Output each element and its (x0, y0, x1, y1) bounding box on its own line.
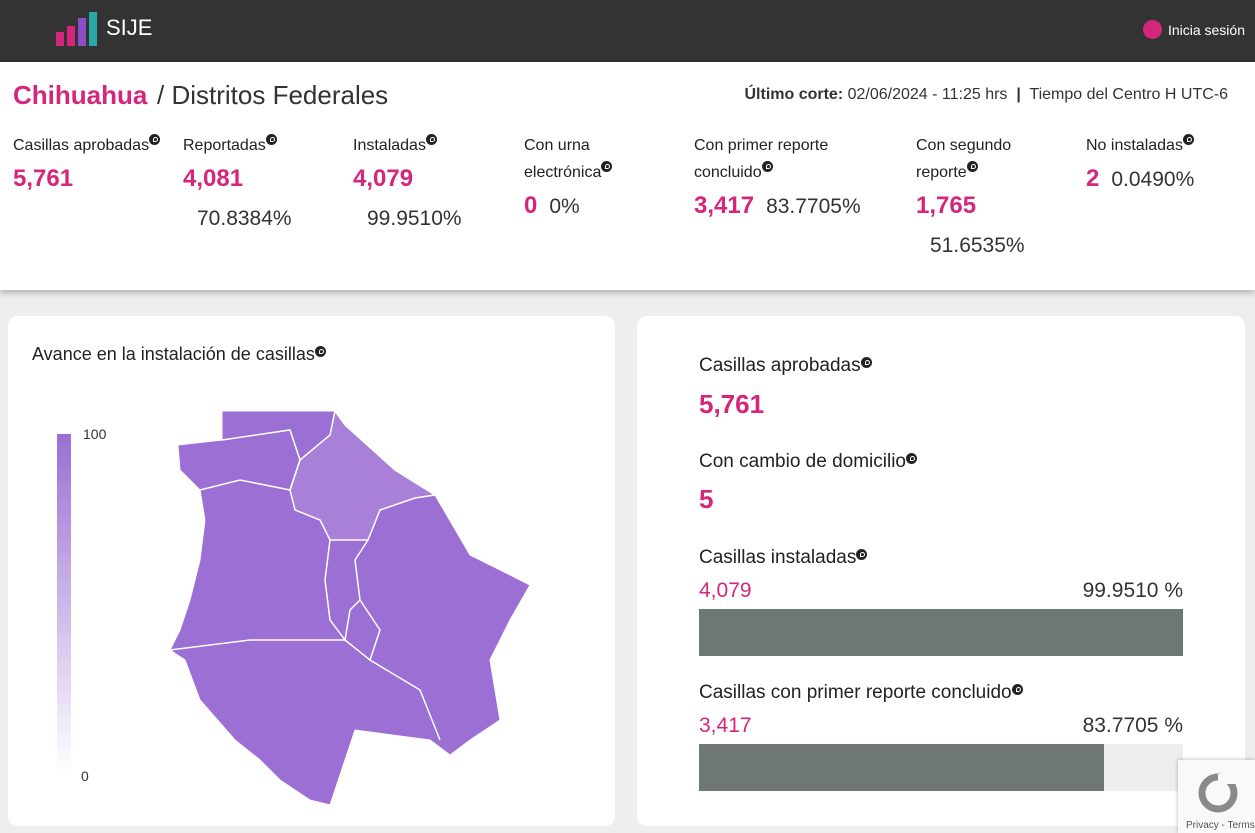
help-icon[interactable] (761, 161, 773, 172)
map: 100 0 (57, 409, 531, 806)
stat-value: 0 (524, 192, 538, 219)
installed-value: 4,079 (699, 579, 752, 602)
login-text: Inicia sesión (1167, 21, 1245, 38)
stat-percent: 51.6535% (930, 234, 1025, 257)
stat-value: 2 (1086, 165, 1100, 192)
separator: | (1016, 86, 1021, 103)
color-scale (57, 434, 71, 774)
help-icon[interactable] (425, 134, 437, 145)
stat-percent: 0% (549, 195, 580, 218)
stat-label: Con urna electrónica (524, 132, 634, 186)
installed-label: Casillas instaladas (699, 547, 868, 569)
stat-value: 5,761 (13, 165, 74, 192)
moved-value: 5 (699, 484, 714, 514)
cut-value: 02/06/2024 - 11:25 hrs (847, 86, 1008, 103)
summary-band (0, 62, 1255, 290)
stat-column: Con urna electrónica 0 0% (524, 132, 634, 222)
stat-label: Instaladas (353, 132, 478, 159)
progress-bar (699, 609, 1183, 656)
first-report-label: Casillas con primer reporte concluido (699, 682, 1023, 704)
districts (169, 409, 531, 806)
section-name: / Distritos Federales (157, 80, 389, 110)
stat-values: 4,079 99.9510% (353, 165, 478, 232)
help-icon[interactable] (856, 549, 868, 560)
stat-column: Casillas aprobadas 5,761 (13, 132, 173, 195)
recaptcha-logo (1198, 773, 1238, 813)
installed-percent: 99.9510 % (1082, 579, 1183, 602)
help-icon[interactable] (149, 134, 161, 145)
help-icon[interactable] (1182, 134, 1194, 145)
stat-column: Con segundo reporte 1,765 51.6535% (916, 132, 1041, 259)
brand: SIJE (106, 15, 153, 40)
stat-percent: 99.9510% (367, 207, 462, 230)
stat-value: 3,417 (694, 192, 755, 219)
stat-values: 4,081 70.8384% (183, 165, 308, 232)
help-icon[interactable] (1011, 684, 1023, 695)
stat-label-text: Con urna electrónica (524, 137, 602, 181)
login-button[interactable]: Inicia sesión (1142, 20, 1245, 39)
stat-percent: 83.7705% (766, 195, 861, 218)
summary-card: Casillas aprobadas 5,761 Con cambio de d… (637, 316, 1245, 826)
approved-value: 5,761 (699, 389, 765, 419)
map-card: Avance en la instalación de casillas 100… (8, 316, 615, 826)
user-icon (1142, 20, 1162, 39)
recaptcha[interactable]: Privacy - Terms (1178, 760, 1255, 833)
stat-values: 3,417 83.7705% (694, 192, 894, 222)
stat-value: 1,765 (916, 192, 977, 219)
stat-values: 5,761 (13, 165, 173, 195)
map-title: Avance en la instalación de casillas (32, 344, 326, 365)
label-text: Casillas aprobadas (699, 355, 861, 376)
state-shape (169, 410, 531, 806)
stat-label: Reportadas (183, 132, 308, 159)
label-text: Casillas instaladas (699, 547, 857, 568)
first-report-value: 3,417 (699, 714, 752, 737)
first-report-percent: 83.7705 % (1082, 714, 1183, 737)
stat-column: Reportadas 4,081 70.8384% (183, 132, 308, 232)
logo (56, 12, 97, 46)
stat-label-text: Con primer reporte concluido (694, 137, 829, 181)
stat-values: 0 0% (524, 192, 634, 222)
stat-value: 4,081 (183, 165, 244, 192)
stat-value: 4,079 (353, 165, 414, 192)
label-text: Casillas con primer reporte concluido (699, 682, 1012, 703)
stat-label: Casillas aprobadas (13, 132, 173, 159)
stat-values: 2 0.0490% (1086, 165, 1246, 195)
scale-max: 100 (83, 426, 107, 442)
help-icon[interactable] (860, 357, 872, 368)
stat-label-text: Reportadas (183, 137, 266, 154)
scale-min: 0 (81, 768, 89, 784)
stat-column: No instaladas 2 0.0490% (1086, 132, 1246, 195)
help-icon[interactable] (906, 453, 917, 464)
recaptcha-text: Privacy - Terms (1186, 820, 1255, 831)
help-icon[interactable] (265, 134, 277, 145)
cut-label: Último corte: (744, 86, 844, 103)
stat-values: 1,765 51.6535% (916, 192, 1041, 259)
timezone: Tiempo del Centro H UTC-6 (1029, 86, 1228, 103)
stat-label-text: Casillas aprobadas (13, 137, 150, 154)
stat-column: Instaladas 4,079 99.9510% (353, 132, 478, 232)
stat-label: Con segundo reporte (916, 132, 1041, 186)
cut-info: Último corte: 02/06/2024 - 11:25 hrs | T… (744, 86, 1228, 104)
progress-track (699, 609, 1183, 656)
label-text: Con cambio de domicilio (699, 451, 906, 472)
progress-bar (699, 744, 1105, 791)
stat-percent: 0.0490% (1111, 168, 1195, 191)
stat-percent: 70.8384% (197, 207, 292, 230)
stat-label: No instaladas (1086, 132, 1246, 159)
top-bar: SIJE Inicia sesión (0, 0, 1255, 62)
state-name: Chihuahua (13, 80, 148, 110)
stat-label-text: No instaladas (1086, 137, 1183, 154)
stat-label-text: Instaladas (353, 137, 426, 154)
progress-track (699, 744, 1183, 791)
map-title-text: Avance en la instalación de casillas (32, 344, 315, 364)
stat-column: Con primer reporte concluido 3,417 83.7705… (694, 132, 894, 222)
help-icon[interactable] (601, 161, 613, 172)
help-icon[interactable] (314, 346, 326, 357)
help-icon[interactable] (966, 161, 978, 172)
approved-label: Casillas aprobadas (699, 355, 872, 377)
moved-label: Con cambio de domicilio (699, 451, 917, 473)
stat-label-text: Con segundo reporte (916, 137, 1012, 181)
stat-label: Con primer reporte concluido (694, 132, 894, 186)
